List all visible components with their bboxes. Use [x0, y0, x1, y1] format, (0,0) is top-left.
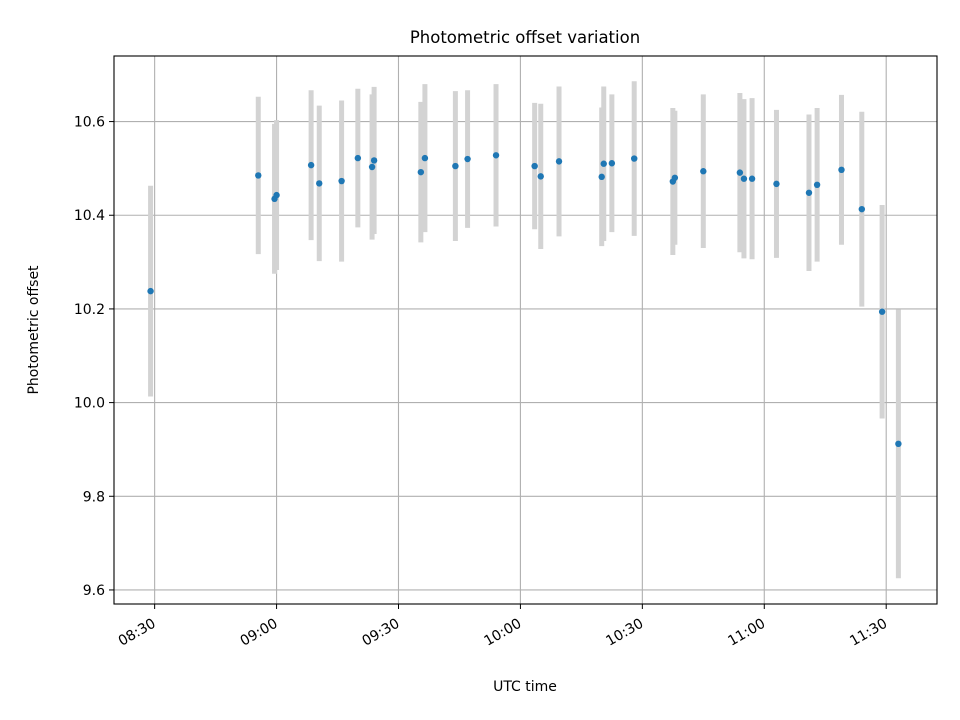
data-point [631, 155, 638, 162]
y-tick-label: 9.6 [83, 583, 105, 599]
chart-title: Photometric offset variation [410, 28, 640, 47]
data-point [838, 166, 845, 174]
data-point [600, 160, 607, 167]
data-point [273, 191, 280, 199]
data-point [421, 154, 429, 162]
data-point [338, 177, 345, 185]
y-tick-label: 9.8 [83, 489, 105, 505]
y-tick-label: 10.2 [74, 302, 105, 318]
data-point [700, 168, 707, 175]
y-tick-label: 10.0 [74, 396, 105, 412]
data-point [147, 287, 154, 295]
plot-area-frame [113, 55, 938, 605]
data-point [598, 173, 605, 181]
y-axis-ticks: 9.6 9.8 10.0 10.2 10.4 10.6 [74, 115, 114, 599]
y-axis-label: Photometric offset [26, 265, 42, 395]
data-point [531, 162, 538, 170]
x-axis-label: UTC time [493, 679, 557, 695]
data-point [492, 152, 500, 159]
data-point [255, 172, 262, 179]
data-point [805, 189, 813, 196]
y-tick-label: 10.6 [74, 115, 105, 131]
data-points [147, 152, 902, 448]
data-point [354, 154, 362, 162]
data-point [452, 162, 459, 170]
data-point [464, 155, 471, 163]
data-point [895, 440, 902, 448]
data-point [773, 180, 780, 188]
data-point [671, 174, 679, 181]
data-point [740, 175, 748, 182]
data-point [813, 181, 821, 189]
data-point [370, 157, 378, 164]
data-point [736, 169, 744, 176]
data-point [555, 158, 563, 165]
y-tick-label: 10.4 [74, 208, 105, 224]
grid-lines [114, 56, 937, 604]
data-point [368, 163, 376, 171]
data-point [878, 308, 886, 315]
data-point [417, 168, 425, 176]
data-point [537, 173, 544, 180]
data-point [748, 175, 756, 182]
data-point [316, 180, 323, 187]
data-point [307, 161, 315, 169]
data-point [858, 205, 866, 213]
data-point [608, 160, 616, 167]
